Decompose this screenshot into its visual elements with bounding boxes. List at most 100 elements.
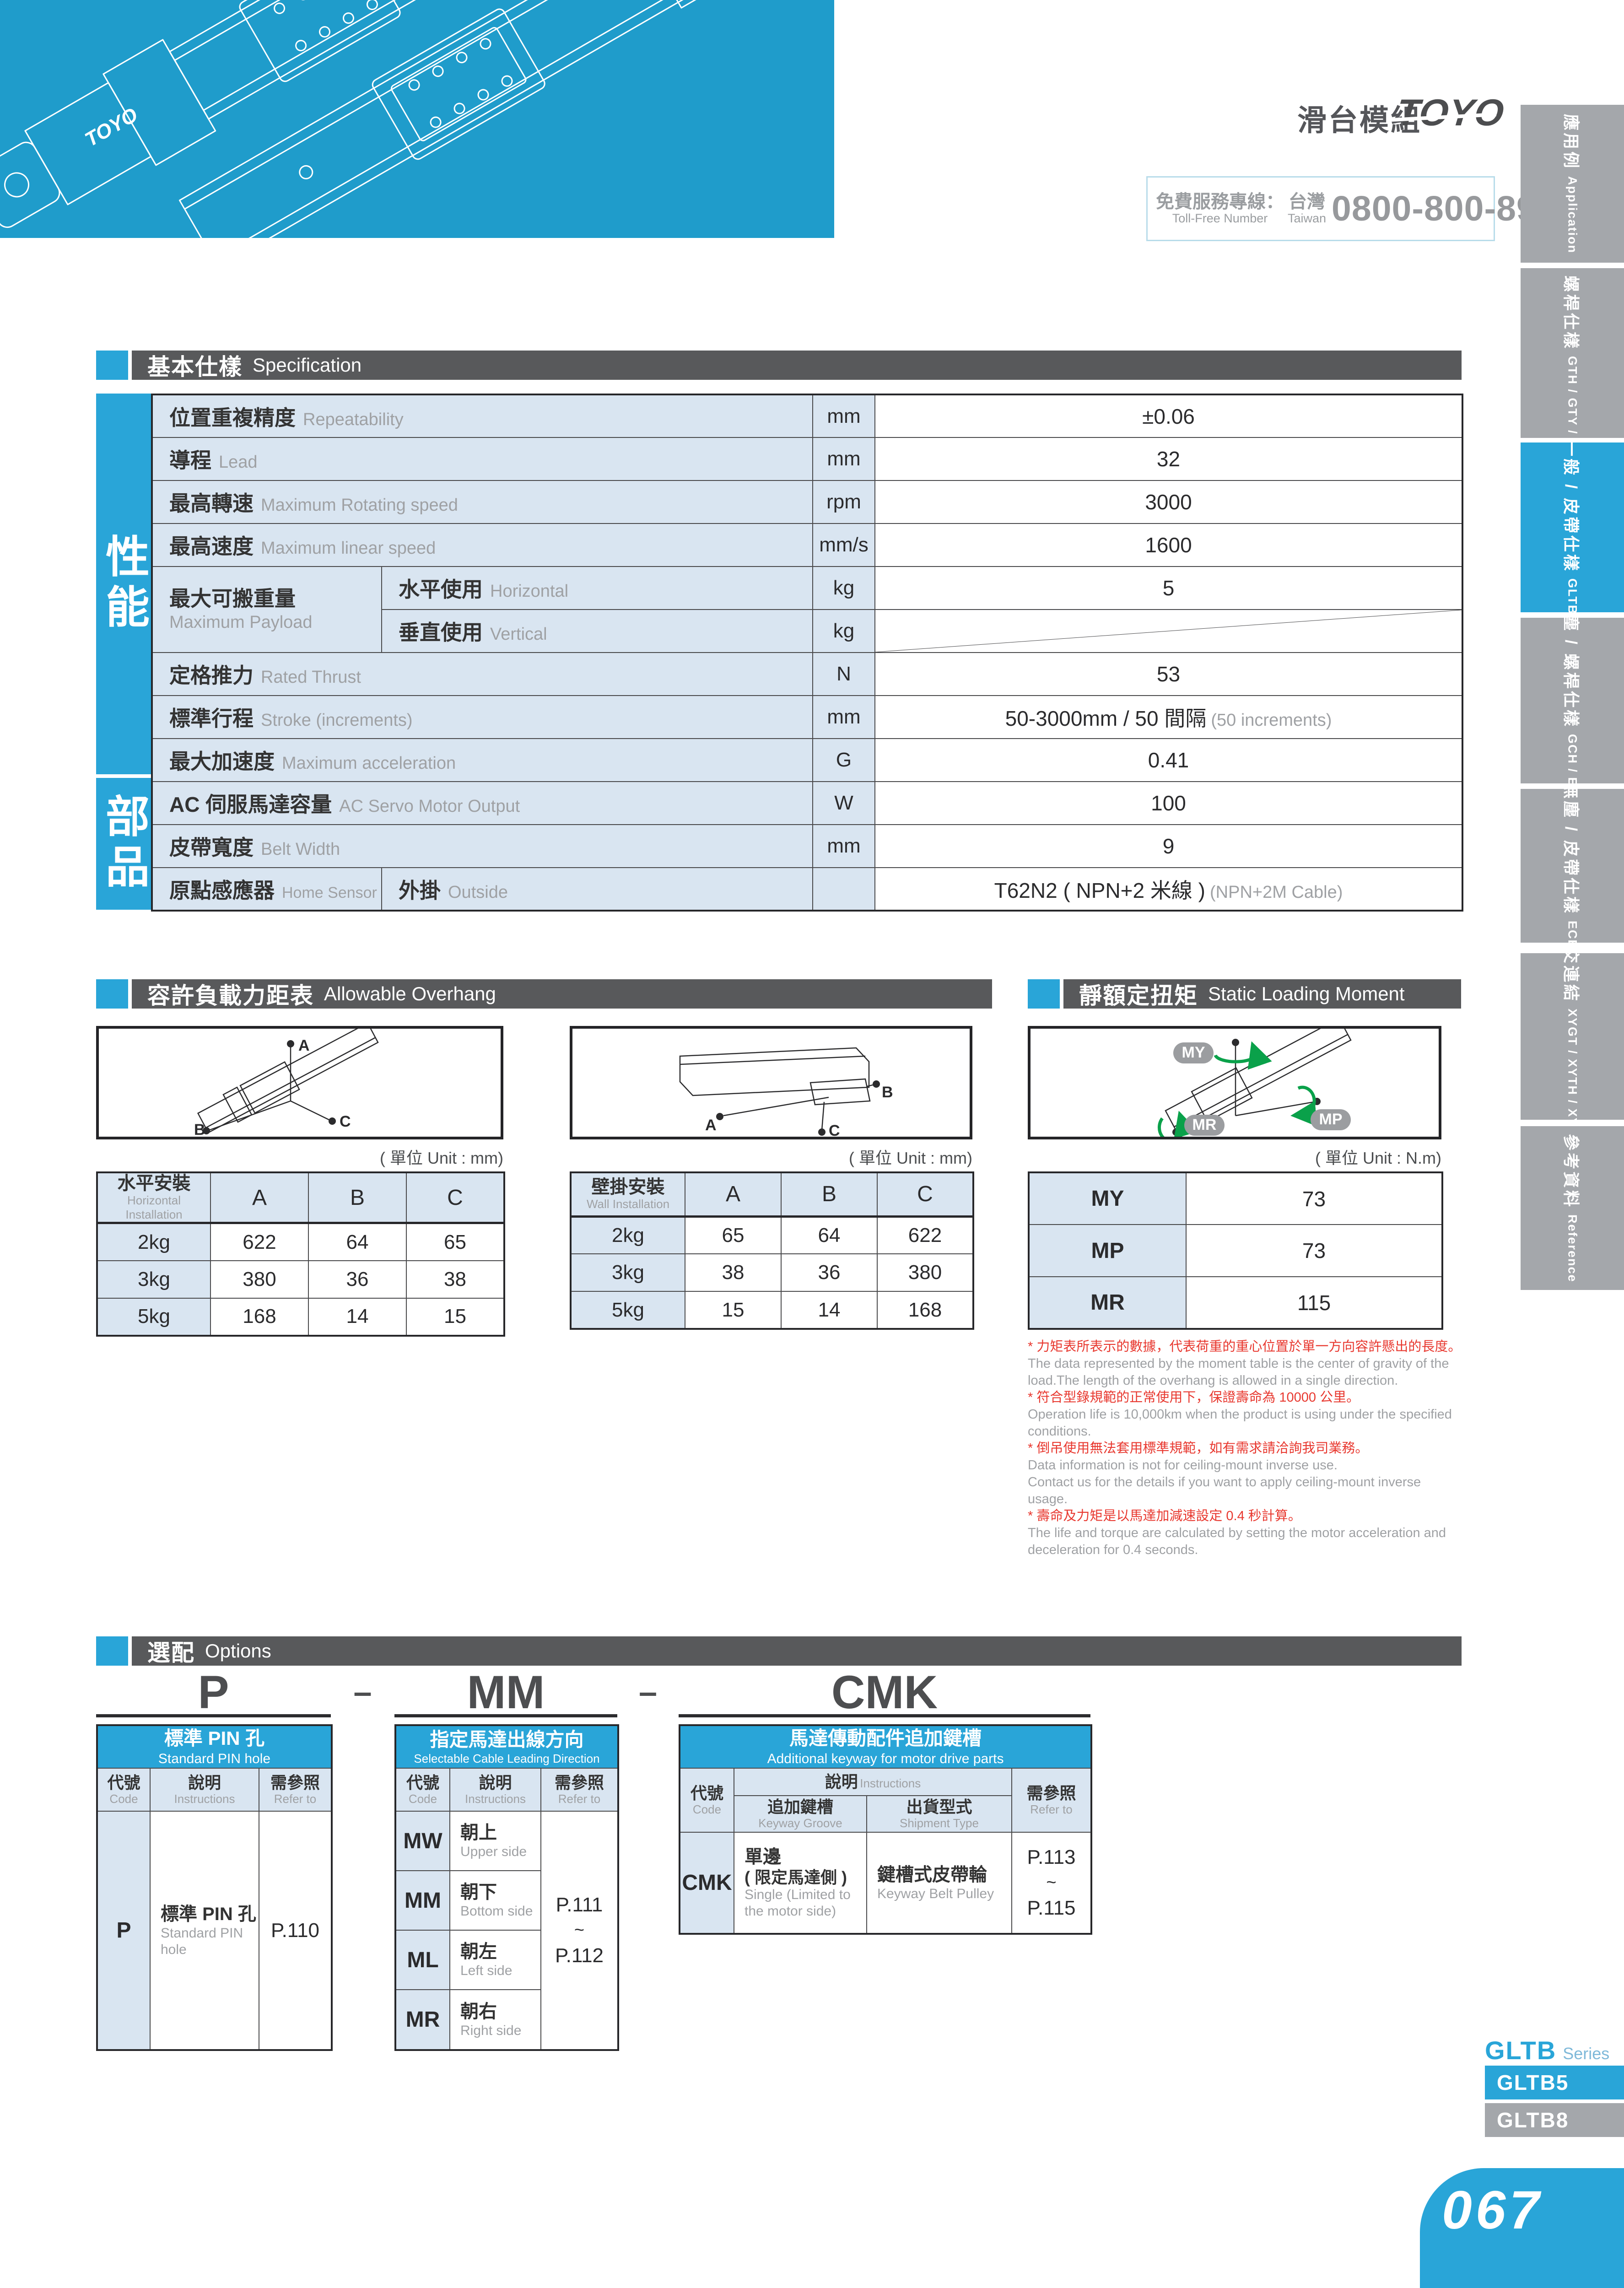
ref-range-cell: P.111 ~ P.112 [540,1811,619,2051]
table-header-row: 馬達傳動配件追加鍵槽 Additional keyway for motor d… [679,1725,1092,1769]
sidebar-tab-gth-gty-eth-y[interactable]: 一般 / 螺桿仕樣 GTH / GTY / ETH / Y [1521,268,1624,438]
option-code-p: P [198,1666,229,1718]
note-en: Operation life is 10,000km when the prod… [1028,1407,1452,1439]
option-dash: – [638,1674,658,1711]
tollfree-region-zh: 台灣 [1289,192,1326,212]
overhang-wall-diagram: A C B [570,1026,972,1139]
moment-notes: * 力矩表所表示的數據，代表荷重的重心位置於單一方向容許懸出的長度。 The d… [1028,1338,1463,1559]
table-header-row: 標準 PIN 孔 Standard PIN hole [96,1725,333,1769]
spec-group-parts: 部品 [96,778,151,910]
note-en: The life and torque are calculated by se… [1028,1526,1446,1557]
tollfree-label-zh: 免費服務專線： [1156,192,1284,212]
table-row: 5kg 168 14 15 [97,1297,505,1336]
option-code-mm: MM [467,1666,545,1718]
spec-group-performance: 性能 [96,394,151,774]
table-row: 定格推力 Rated Thrust N 53 [151,652,1463,696]
spec-table: 位置重複精度 Repeatability mm ±0.06 導程 Lead mm 3… [151,394,1463,912]
table-row: CMK 單邊 ( 限定馬達側 ) Single (Limited to the … [679,1832,1092,1934]
overhang-unit-note-right: ( 單位 Unit : mm) [849,1149,972,1167]
table-row: 垂直使用 Vertical kg [152,609,1463,653]
table-row: 導程 Lead mm 32 [151,437,1463,481]
series-title: GLTB Series [1485,2036,1610,2065]
overhang-unit-note-left: ( 單位 Unit : mm) [380,1149,503,1167]
diagram-label-b: B [194,1121,205,1137]
table-subheader-row: 代號 Code 說明 Instructions 需參照 Refer to [97,1768,333,1812]
series-tab-gltb5[interactable]: GLTB5 [1485,2066,1624,2099]
table-row: P 標準 PIN 孔 Standard PIN hole P.110 [97,1811,333,2051]
spec-section-accent [96,351,128,380]
diagram-label-a: A [705,1117,717,1134]
table-row: 最大可搬重量 Maximum Payload 水平使用 Horizontal kg … [151,566,1463,653]
tollfree-box: 免費服務專線： Toll-Free Number 台灣 Taiwan 0800-… [1146,176,1556,241]
table-row: MY 73 [1028,1172,1443,1225]
table-header-row: 壁掛安裝 Wall Installation A B C [570,1172,974,1218]
table-row: 最高速度 Maximum linear speed mm/s 1600 [151,523,1463,567]
table-row: MM 朝下 Bottom side [395,1870,618,1931]
table-row: ML 朝左 Left side [395,1930,618,1990]
page-number: 067 [1442,2180,1543,2240]
table-header-row: 指定馬達出線方向 Selectable Cable Leading Direct… [395,1725,619,1769]
tollfree-number: 0800-800-893 [1332,189,1557,228]
table-row: 2kg 622 64 65 [97,1222,505,1261]
overhang-horizontal-table: 水平安裝 Horizontal Installation A B C 2kg 622… [96,1171,505,1337]
sidebar-tab-xygt-xyth-xytb[interactable]: 直交連結 XYGT / XYTH / XYTB [1521,953,1624,1120]
option-cable-table: 指定馬達出線方向 Selectable Cable Leading Direct… [394,1724,619,2051]
table-subheader-row: 代號 Code 說明 Instructions 需參照 Refer to [679,1768,1092,1833]
moment-table: MY 73 MP 73 MR 115 [1028,1171,1443,1330]
overhang-horizontal-diagram: A C B [96,1022,503,1139]
note-zh: * 倒吊使用無法套用標準規範，如有需求請洽詢我司業務。 [1028,1441,1369,1456]
underline [394,1714,617,1717]
moment-unit-note: ( 單位 Unit : N.m) [1315,1149,1441,1167]
tollfree-label-en: Toll-Free Number [1172,211,1268,226]
sidebar-tab-application[interactable]: 應用例 Application [1521,105,1624,263]
diagram-label-c: C [829,1122,840,1137]
overhang-section-accent [96,979,128,1009]
note-zh: * 力矩表所表示的數據，代表荷重的重心位置於單一方向容許懸出的長度。 [1028,1339,1462,1354]
moment-section-header: 靜額定扭矩 Static Loading Moment [1063,979,1461,1009]
diagram-label-a: A [298,1037,310,1054]
empty-diagonal-cell [874,609,1463,653]
table-row: MW 朝上 Upper side P.111 ~ P.112 [395,1811,619,2051]
overhang-wall-table: 壁掛安裝 Wall Installation A B C 2kg 65 64 622 … [570,1171,974,1330]
underline [679,1714,1090,1717]
option-pin-table: 標準 PIN 孔 Standard PIN hole 代號 Code 說明 Inst… [96,1724,333,2051]
options-section-accent [96,1636,128,1666]
table-row: 標準行程 Stroke (increments) mm 50-3000mm / 5… [151,695,1463,739]
moment-section-accent [1028,979,1060,1009]
diagram-label-c: C [340,1113,351,1130]
table-row: MR 115 [1028,1276,1443,1329]
diagram-label-b: B [882,1084,893,1101]
sidebar-tab-gch-ech[interactable]: 無塵 / 螺桿仕樣 GCH / ECH [1521,618,1624,783]
table-row: 3kg 38 36 380 [570,1253,974,1292]
spec-section-header: 基本仕樣 Specification [132,351,1462,380]
note-zh: * 壽命及力矩是以馬達加減速設定 0.4 秒計算。 [1028,1509,1301,1523]
series-tab-gltb8[interactable]: GLTB8 [1485,2103,1624,2137]
table-subheader-row: 代號 Code 說明 Instructions 需參照 Refer to [395,1768,619,1812]
note-zh: * 符合型錄規範的正常使用下，保證壽命為 10000 公里。 [1028,1390,1360,1405]
moment-diagram: MY MP MR [1028,1017,1441,1143]
option-keyway-table: 馬達傳動配件追加鍵槽 Additional keyway for motor d… [679,1724,1093,1935]
table-subheader-row: 追加鍵槽 Keyway Groove 出貨型式 Shipment Type [680,1795,1091,1833]
page-number-badge: 067 [1420,2168,1624,2288]
note-en: The data represented by the moment table… [1028,1356,1449,1388]
overhang-section-header: 容許負載力距表 Allowable Overhang [132,979,992,1009]
table-row: 原點感應器 Home Sensor 外掛 Outside T62N2 ( NPN+2… [151,867,1463,911]
moment-label-mp: MP [1319,1111,1343,1128]
sidebar-tab-gltb-active[interactable]: 一般 / 皮帶仕樣 GLTB [1521,442,1624,612]
table-row: MP 73 [1028,1224,1443,1277]
product-illustration: TOYO [0,0,834,238]
option-dash: – [353,1674,372,1711]
underline [96,1714,331,1717]
table-row: 5kg 15 14 168 [570,1291,974,1329]
tollfree-region-en: Taiwan [1288,211,1327,226]
moment-label-mr: MR [1192,1116,1217,1133]
sidebar-tab-ecb[interactable]: 無塵 / 皮帶仕樣 ECB [1521,789,1624,943]
table-row: 皮帶寬度 Belt Width mm 9 [151,824,1463,868]
sidebar-tab-reference[interactable]: 參考資料 Reference [1521,1126,1624,1290]
table-row: 最大加速度 Maximum acceleration G 0.41 [151,738,1463,782]
option-code-cmk: CMK [831,1666,938,1718]
note-en: Data information is not for ceiling-moun… [1028,1458,1421,1506]
table-row: 位置重複精度 Repeatability mm ±0.06 [151,394,1463,438]
table-row: 最高轉速 Maximum Rotating speed rpm 3000 [151,480,1463,524]
